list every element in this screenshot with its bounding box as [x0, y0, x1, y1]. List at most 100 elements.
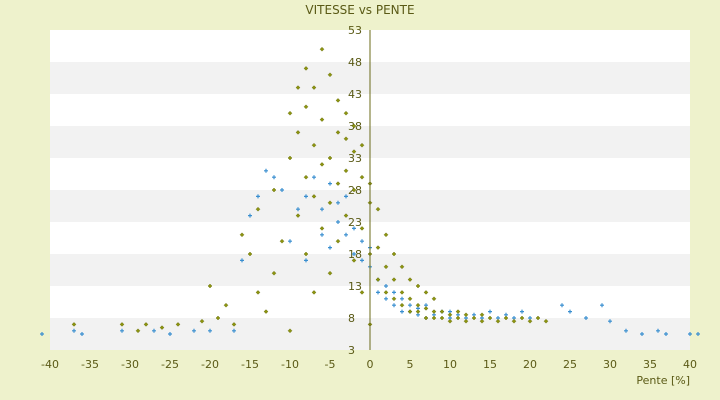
y-tick-label: 23: [348, 216, 362, 229]
data-point-series-2: [511, 318, 517, 324]
y-tick-label: 13: [348, 280, 362, 293]
data-point-series-2: [223, 302, 229, 308]
data-point-series-1: [376, 290, 380, 295]
data-point-series-1: [320, 232, 324, 237]
data-point-series-2: [527, 318, 533, 324]
data-point-series-1: [336, 220, 340, 224]
x-tick-label: -10: [281, 358, 299, 371]
data-point-series-2: [399, 302, 405, 308]
data-point-series-1: [304, 194, 308, 199]
data-point-series-2: [423, 315, 429, 321]
data-point-series-2: [311, 85, 317, 90]
data-point-series-2: [239, 232, 245, 238]
data-point-series-1: [272, 175, 276, 180]
data-point-series-2: [175, 322, 181, 327]
y-tick-label: 3: [348, 344, 355, 357]
x-tick-label: 0: [367, 358, 374, 371]
data-point-series-1: [352, 252, 356, 256]
data-point-series-2: [327, 155, 333, 161]
data-point-series-2: [327, 270, 333, 276]
data-point-series-2: [479, 312, 485, 318]
data-point-series-1: [264, 168, 268, 173]
data-point-series-2: [455, 315, 461, 321]
data-point-series-2: [383, 232, 389, 238]
data-point-series-2: [431, 309, 437, 314]
data-point-series-1: [408, 303, 412, 308]
data-point-series-2: [375, 245, 381, 250]
data-point-series-2: [471, 315, 477, 321]
data-point-series-2: [543, 318, 549, 324]
data-point-series-2: [407, 296, 413, 302]
y-tick-labels: 38131823283338434853: [348, 24, 362, 357]
data-point-series-1: [232, 328, 236, 333]
data-point-series-1: [384, 296, 388, 301]
data-point-series-2: [351, 258, 357, 263]
y-tick-label: 48: [348, 56, 362, 69]
data-point-series-2: [439, 315, 445, 321]
data-point-series-1: [584, 316, 588, 320]
data-point-series-1: [280, 188, 284, 192]
data-point-series-1: [688, 332, 692, 336]
x-tick-label: -35: [81, 358, 99, 371]
data-point-series-2: [287, 155, 293, 161]
data-point-series-2: [399, 290, 405, 295]
data-point-series-2: [263, 309, 269, 314]
data-point-series-2: [335, 98, 341, 103]
data-point-series-2: [303, 66, 309, 71]
data-point-series-2: [319, 162, 325, 167]
data-point-series-2: [359, 142, 365, 148]
data-point-series-2: [447, 318, 453, 324]
data-point-series-2: [279, 238, 285, 244]
y-tick-label: 43: [348, 88, 362, 101]
data-point-series-1: [568, 309, 572, 314]
data-point-series-1: [696, 332, 700, 336]
data-point-series-2: [351, 123, 357, 129]
data-point-series-2: [287, 110, 293, 116]
data-point-series-2: [463, 312, 469, 318]
x-axis-label: Pente [%]: [636, 374, 690, 387]
data-point-series-2: [271, 187, 277, 193]
data-point-series-1: [152, 328, 156, 333]
data-point-series-2: [407, 277, 413, 282]
data-point-series-2: [407, 309, 413, 314]
data-point-series-2: [343, 136, 349, 142]
data-point-series-1: [624, 328, 628, 333]
data-point-series-1: [72, 328, 76, 333]
x-tick-label: -5: [325, 358, 336, 371]
data-points: [40, 46, 700, 336]
data-point-series-1: [248, 213, 252, 218]
data-point-series-2: [143, 322, 149, 327]
data-point-series-2: [271, 270, 277, 276]
data-point-series-1: [488, 309, 492, 314]
data-point-series-1: [600, 303, 604, 308]
data-point-series-1: [520, 309, 524, 314]
x-tick-label: 25: [563, 358, 577, 371]
data-point-series-2: [519, 315, 525, 321]
data-point-series-2: [415, 302, 421, 308]
data-point-series-2: [199, 318, 205, 324]
data-point-series-1: [312, 175, 316, 180]
data-point-series-2: [375, 277, 381, 282]
data-point-series-2: [415, 283, 421, 289]
data-point-series-2: [311, 290, 317, 295]
data-point-series-2: [375, 206, 381, 212]
data-point-series-2: [439, 309, 445, 314]
data-point-series-2: [503, 315, 509, 321]
data-point-series-1: [240, 258, 244, 263]
data-point-series-2: [359, 174, 365, 180]
y-tick-label: 8: [348, 312, 355, 325]
data-point-series-2: [247, 251, 253, 257]
data-point-series-2: [415, 309, 421, 314]
x-tick-label: -15: [241, 358, 259, 371]
data-point-series-2: [495, 318, 501, 324]
data-point-series-2: [207, 283, 213, 289]
data-point-series-1: [40, 332, 44, 336]
data-point-series-1: [656, 328, 660, 333]
data-point-series-2: [383, 264, 389, 270]
data-point-series-2: [431, 315, 437, 321]
data-point-series-1: [360, 258, 364, 263]
data-point-series-2: [319, 117, 325, 122]
data-point-series-1: [168, 332, 172, 336]
chart-title: VITESSE vs PENTE: [305, 3, 414, 17]
data-point-series-2: [423, 290, 429, 295]
